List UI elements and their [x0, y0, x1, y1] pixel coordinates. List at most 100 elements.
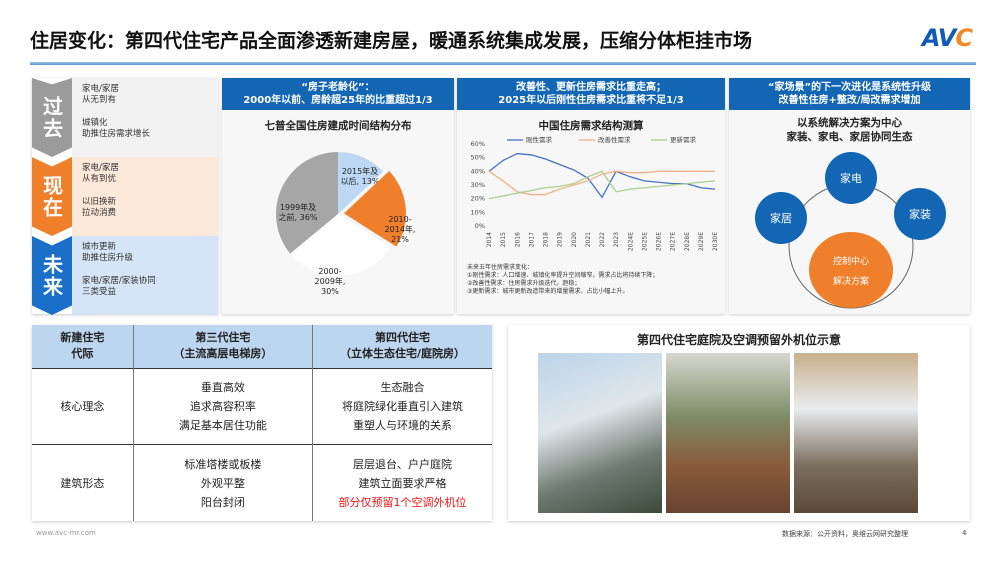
page-title: 住居变化：第四代住宅产品全面渗透新建房屋，暖通系统集成发展，压缩分体柜挂市场 — [30, 30, 753, 52]
x-tick-label: 2029E — [698, 232, 705, 251]
y-tick-label: 50% — [471, 154, 485, 162]
stage-item: 家电/家居 从无到有 — [82, 84, 119, 105]
pie-label: 2010-2014年, 21% — [385, 215, 416, 244]
pie-slice — [290, 214, 391, 276]
courtyard-photo — [666, 353, 790, 513]
chart-title: 中国住房需求结构测算 — [538, 120, 644, 132]
x-tick-label: 2019 — [557, 232, 564, 247]
avc-logo: AVC — [921, 24, 973, 52]
building-photo — [538, 353, 662, 513]
row-label: 核心理念 — [32, 368, 134, 445]
stage-description: 家电/家居 从有到优 以旧换新 拉动消费 — [72, 157, 218, 236]
x-tick-label: 2024E — [627, 232, 634, 251]
timeline-panel: 过去 家电/家居 从无到有城镇化 助推住房需求增长 现在 家电/家居 从有到优 以旧换新… — [32, 78, 218, 315]
pie-slice — [276, 152, 338, 254]
gen3-cell: 垂直高效 追求高容积率 满足基本居住功能 — [133, 368, 314, 445]
stage-item: 城市更新 助推住房升级 — [82, 242, 134, 263]
ecosystem-panel: “家场景”的下一次进化是系统性升级 改善性住房+整改/局改需求增加 以系统解决方… — [729, 78, 970, 314]
x-tick-label: 2026E — [656, 232, 663, 251]
series-line — [488, 170, 716, 200]
panel-header: “房子老龄化”： 2000年以前、房龄超25年的比重超过1/3 — [222, 78, 454, 110]
cell-line: 重塑人与环境的关系 — [353, 418, 453, 432]
stage-description: 城市更新 助推住房升级家电/家居/家装协同 三类受益 — [72, 236, 218, 315]
series-line — [488, 170, 715, 196]
photos-panel: 第四代住宅庭院及空调预留外机位示意 — [508, 325, 970, 521]
stage-item: 家电/家居/家装协同 三类受益 — [82, 276, 156, 297]
cell-line: 部分仅预留1个空调外机位 — [338, 495, 467, 509]
y-tick-label: 10% — [471, 208, 485, 216]
center-control: 控制中心 — [833, 255, 869, 267]
pie-label: 1999年及之前, 36% — [279, 202, 318, 222]
pie-slice — [338, 152, 384, 214]
cell-line: 标准塔楼或板楼 — [184, 457, 262, 471]
stage-2: 未来 — [32, 236, 72, 315]
legend-label: 改善性需求 — [598, 135, 631, 144]
cell-line: 生态融合 — [380, 380, 425, 394]
gen4-cell: 生态融合将庭院绿化垂直引入建筑 重塑人与环境的关系 — [313, 368, 492, 445]
y-tick-label: 0% — [475, 222, 485, 230]
node-furniture: 家居 — [770, 211, 792, 225]
cell-line: 阳台封闭 — [200, 495, 245, 509]
x-tick-label: 2017 — [528, 232, 535, 247]
ecosystem-diagram: 家电 家居 家装 控制中心 解决方案 — [755, 152, 946, 309]
x-tick-label: 2028E — [684, 232, 691, 251]
stage-item: 家电/家居 从有到优 — [82, 163, 119, 184]
x-tick-label: 2016 — [514, 232, 521, 247]
page-number: 4 — [962, 529, 967, 537]
housing-generation-table: 新建住宅 代际 第三代住宅 （主流高层电梯房） 第四代住宅 （立体生态住宅/庭院房）… — [32, 325, 492, 521]
cell-line: 建筑立面要求严格 — [358, 476, 447, 490]
ecosystem-title: 以系统解决方案为中心 家装、家电、家居协同生态 — [786, 117, 913, 143]
table-header-row: 新建住宅 代际 第三代住宅 （主流高层电梯房） 第四代住宅 （立体生态住宅/庭院房） — [32, 325, 492, 369]
pie-slice — [343, 170, 406, 247]
series-line — [488, 152, 716, 199]
stage-1: 现在 — [32, 157, 72, 236]
x-tick-label: 2022 — [599, 232, 606, 247]
x-tick-label: 2020 — [571, 232, 578, 247]
node-decoration: 家装 — [909, 207, 931, 221]
x-tick-label: 2014 — [486, 232, 493, 247]
y-tick-label: 60% — [471, 140, 485, 148]
gen3-cell: 标准塔楼或板楼 外观平整阳台封闭 — [133, 444, 314, 521]
x-tick-label: 2023 — [613, 232, 620, 247]
x-tick-label: 2015 — [500, 232, 507, 247]
table-row: 核心理念 垂直高效 追求高容积率 满足基本居住功能 生态融合 将庭院绿化垂直引入建筑 重塑人… — [32, 368, 492, 445]
y-tick-label: 20% — [471, 195, 485, 203]
line-chart: 0% 10% 20% 30% 40% 50% 60% 2014 2015 2016 2017 2018… — [471, 135, 719, 251]
pie-label: 2000-2009年, 30% — [315, 267, 346, 296]
table-row: 建筑形态 标准塔楼或板楼 外观平整 阳台封闭 层层退台、户户庭院 建筑立面要求严格 部分仅预… — [32, 444, 492, 521]
panel-header: 改善性、更新住房需求比重走高； 2025年以后刚性住房需求比重将不足1/3 — [457, 78, 725, 110]
panel-header: “家场景”的下一次进化是系统性升级 改善性住房+整改/局改需求增加 — [729, 78, 970, 110]
gen4-cell: 层层退台、户户庭院 建筑立面要求严格部分仅预留1个空调外机位 — [313, 445, 492, 521]
pie-panel: “房子老龄化”： 2000年以前、房龄超25年的比重超过1/3 七普全国住房建成… — [222, 78, 454, 314]
row-label: 建筑形态 — [32, 444, 134, 521]
cell-line: 满足基本居住功能 — [178, 418, 267, 432]
legend-label: 更新需求 — [670, 135, 697, 144]
column-header: 第三代住宅 （主流高层电梯房） — [133, 325, 314, 369]
y-tick-label: 30% — [471, 181, 485, 189]
column-header: 新建住宅 代际 — [32, 325, 134, 369]
stage-item: 城镇化 助推住房需求增长 — [82, 118, 151, 139]
stage-description: 家电/家居 从无到有城镇化 助推住房需求增长 — [72, 78, 218, 157]
x-tick-label: 2018 — [543, 232, 550, 247]
pie-label: 2015年及以后, 13% — [341, 166, 380, 186]
y-tick-label: 40% — [471, 167, 485, 175]
x-tick-label: 2025E — [641, 232, 648, 251]
chart-note: 未来五年住房需求变化： ①刚性需求：人口增速、城镇化率提升空间缩窄，需求占比将持… — [467, 264, 659, 295]
legend-label: 刚性需求 — [526, 135, 553, 144]
x-tick-label: 2021 — [585, 232, 592, 247]
cell-line: 将庭院绿化垂直引入建筑 — [342, 399, 464, 413]
photos-title: 第四代住宅庭院及空调预留外机位示意 — [636, 333, 841, 347]
chart-title: 七普全国住房建成时间结构分布 — [264, 120, 412, 132]
cell-line: 垂直高效 — [200, 380, 245, 394]
column-header: 第四代住宅 （立体生态住宅/庭院房） — [312, 325, 492, 369]
title-divider — [30, 62, 976, 65]
pie-chart: 2015年及以后, 13% 2010-2014年, 21% 2000-2009年, 30… — [276, 152, 416, 296]
x-tick-label: 2027E — [670, 232, 677, 251]
cell-line: 层层退台、户户庭院 — [353, 457, 453, 471]
line-panel: 改善性、更新住房需求比重走高； 2025年以后刚性住房需求比重将不足1/3 中国… — [457, 78, 725, 314]
data-source: 数据来源：公开资料，奥维云网研究整理 — [782, 530, 908, 538]
node-appliance: 家电 — [840, 171, 862, 185]
stage-item: 以旧换新 拉动消费 — [82, 197, 117, 218]
stage-0: 过去 — [32, 78, 72, 157]
cell-line: 外观平整 — [200, 476, 245, 490]
